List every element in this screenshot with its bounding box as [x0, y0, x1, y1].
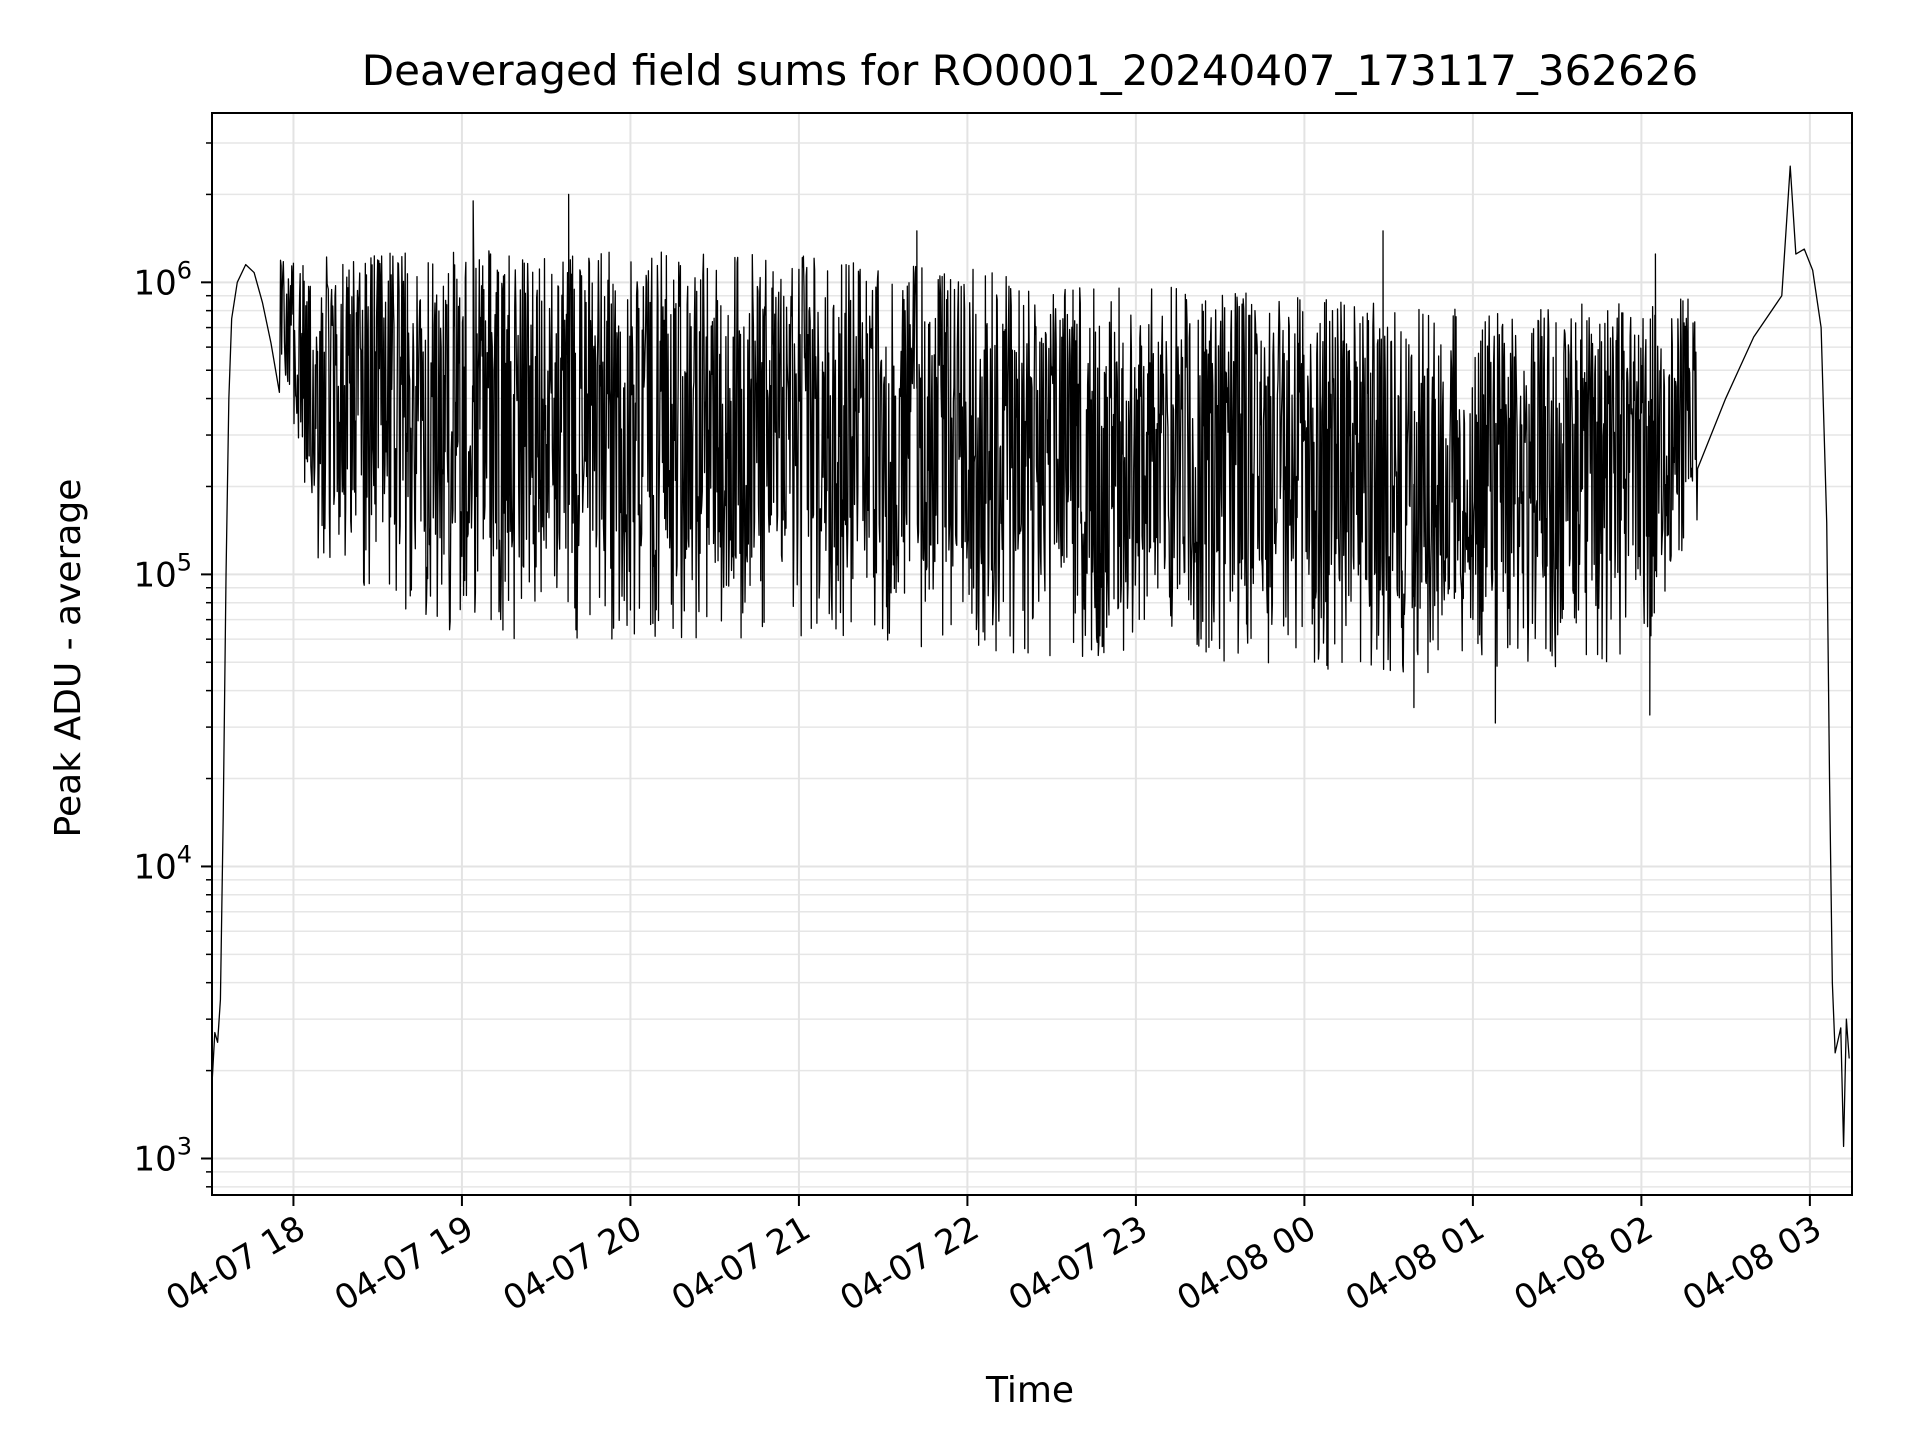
y-tick-label-exponent: 3 — [177, 1133, 192, 1161]
y-tick-label: 103 — [133, 1133, 192, 1180]
plot-area — [212, 165, 1850, 1148]
y-tick-label-exponent: 4 — [177, 840, 192, 868]
y-tick-label: 105 — [133, 548, 192, 595]
chart-title: Deaveraged field sums for RO0001_2024040… — [362, 46, 1698, 95]
y-tick-label-base: 10 — [133, 555, 176, 595]
y-axis-label: Peak ADU - average — [48, 479, 89, 838]
series-line — [212, 165, 1850, 1148]
plot-frame — [211, 112, 1853, 1196]
y-tick-label-base: 10 — [133, 847, 176, 887]
y-tick-label: 106 — [133, 256, 192, 303]
x-axis-label: Time — [985, 1370, 1074, 1411]
y-tick-label-base: 10 — [133, 263, 176, 303]
y-tick-label-base: 10 — [133, 1140, 176, 1180]
y-tick-label-exponent: 5 — [177, 548, 192, 576]
y-tick-label: 104 — [133, 840, 192, 887]
y-tick-label-exponent: 6 — [177, 256, 192, 284]
